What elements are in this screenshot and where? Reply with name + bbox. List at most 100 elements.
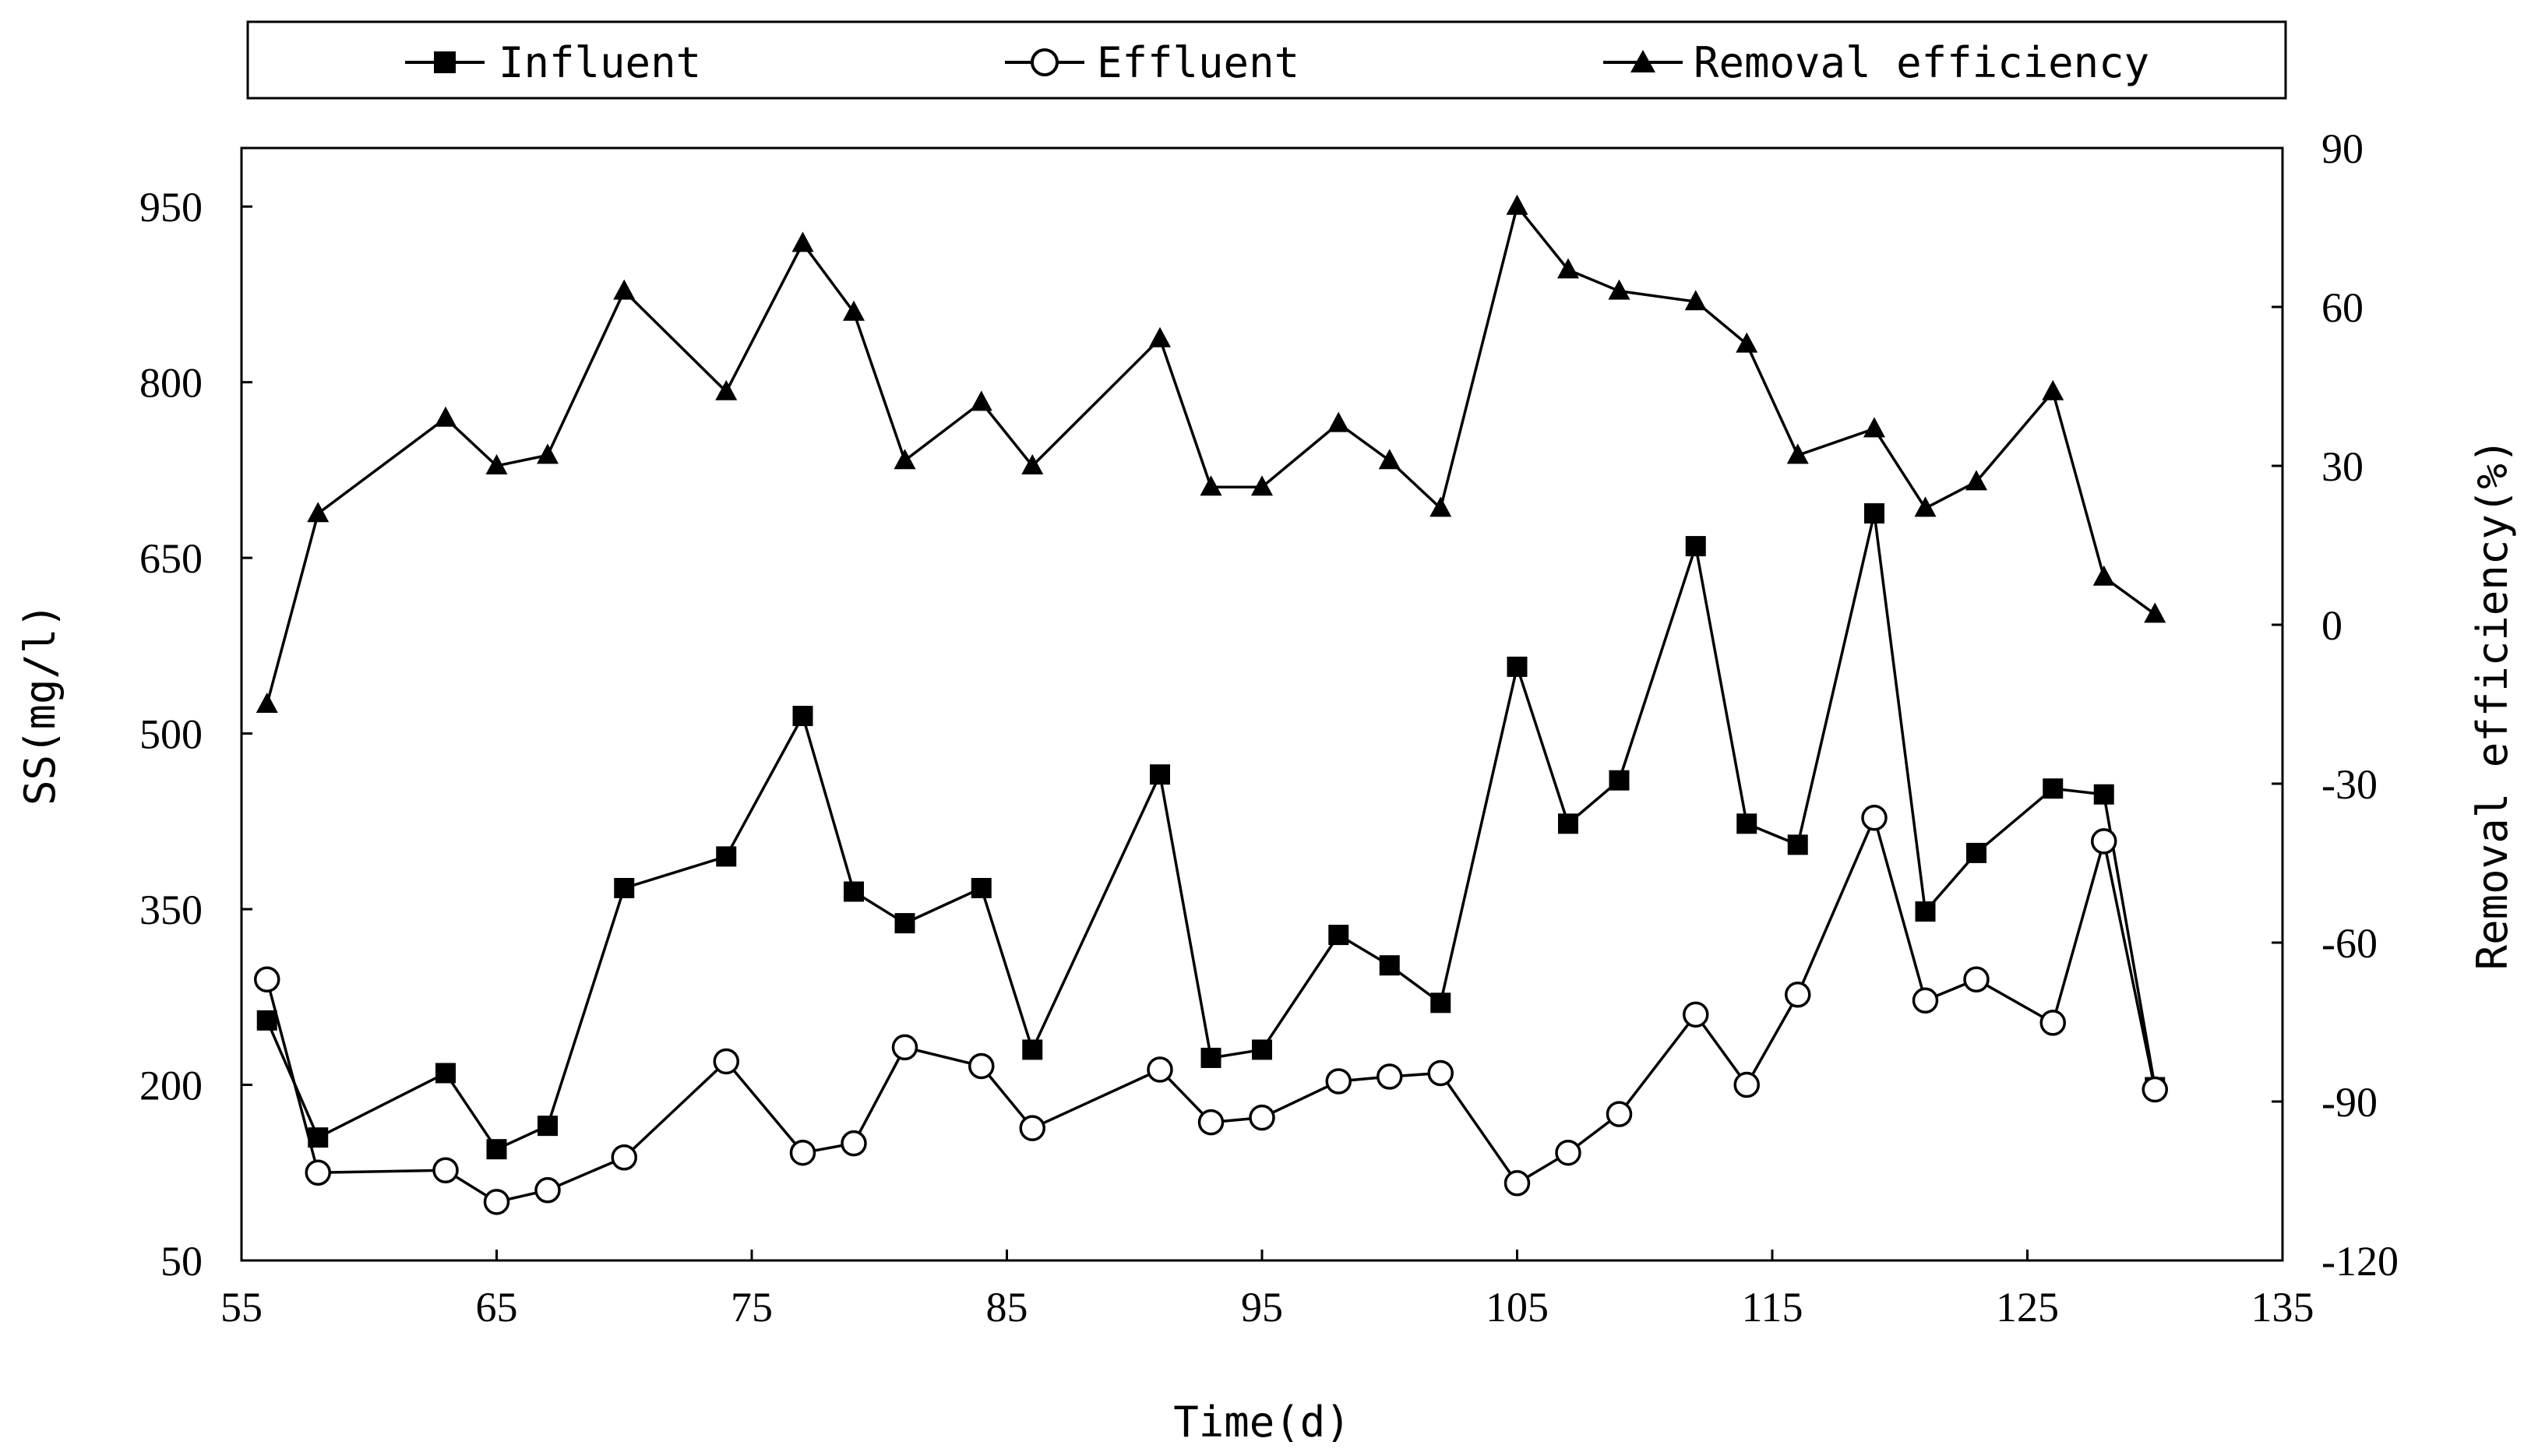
data-point-effluent xyxy=(1963,966,1990,992)
data-point-influent xyxy=(716,846,737,867)
x-tick-label: 95 xyxy=(1241,1284,1283,1331)
data-point-effluent xyxy=(1606,1101,1633,1127)
data-point-effluent xyxy=(968,1052,995,1080)
axes: 55 65 75 85 95 105 115 125 135 50 200 350 500 650 800 9… xyxy=(139,125,2399,1331)
data-point-effluent xyxy=(1377,1063,1403,1090)
data-point-influent xyxy=(1507,656,1528,677)
data-point-influent xyxy=(1609,770,1630,791)
y2-tick-label: 60 xyxy=(2321,284,2364,331)
data-point-removal-efficiency xyxy=(894,449,916,470)
y2-tick-label: -60 xyxy=(2321,920,2378,967)
data-point-effluent xyxy=(1147,1056,1173,1083)
data-point-removal-efficiency xyxy=(256,693,278,713)
data-point-removal-efficiency xyxy=(1149,326,1171,347)
data-point-influent xyxy=(1736,813,1757,834)
data-point-removal-efficiency xyxy=(1608,279,1630,300)
data-point-removal-efficiency xyxy=(1429,496,1452,517)
y2-tick-label: -90 xyxy=(2321,1079,2378,1126)
y-axis-title: SS(mg/l) xyxy=(16,603,65,806)
data-point-influent xyxy=(538,1116,558,1137)
data-point-removal-efficiency xyxy=(1021,454,1044,474)
series-layer xyxy=(254,194,2168,1215)
legend-label-influent: Influent xyxy=(499,38,701,87)
y2-tick-label: -30 xyxy=(2321,761,2378,808)
x-tick-label: 75 xyxy=(731,1284,773,1331)
legend: Influent Effluent Removal efficiency xyxy=(246,20,2287,100)
data-point-removal-efficiency xyxy=(843,300,865,321)
data-point-influent xyxy=(844,881,864,902)
x-tick-label: 115 xyxy=(1742,1284,1803,1331)
data-point-effluent xyxy=(1197,1109,1225,1136)
data-point-effluent xyxy=(891,1034,918,1061)
data-point-removal-efficiency xyxy=(537,443,559,464)
series-line-removal-efficiency xyxy=(266,203,2156,705)
data-point-removal-efficiency xyxy=(2042,379,2064,400)
legend-item-influent: Influent xyxy=(405,38,701,87)
data-point-removal-efficiency xyxy=(1736,332,1758,353)
data-point-effluent xyxy=(1912,987,1939,1014)
data-point-effluent xyxy=(1019,1115,1045,1141)
x-tick-label: 65 xyxy=(476,1284,518,1331)
data-point-effluent xyxy=(1683,1001,1709,1028)
data-point-effluent xyxy=(254,966,280,992)
y2-tick-label: -120 xyxy=(2321,1238,2399,1285)
data-point-effluent xyxy=(1325,1068,1352,1095)
data-point-influent xyxy=(1685,536,1706,557)
data-point-removal-efficiency xyxy=(1200,475,1222,496)
data-point-influent xyxy=(1864,502,1884,524)
data-point-removal-efficiency xyxy=(791,231,814,252)
y-tick-label: 350 xyxy=(139,887,203,933)
x-tick-label: 55 xyxy=(220,1284,263,1331)
data-point-influent xyxy=(1150,764,1170,785)
data-point-influent xyxy=(1915,901,1936,922)
data-point-removal-efficiency xyxy=(435,406,457,427)
data-point-effluent xyxy=(1785,982,1811,1008)
x-tick-label: 125 xyxy=(1996,1284,2059,1331)
data-point-removal-efficiency xyxy=(485,454,508,474)
y-tick-label: 650 xyxy=(139,535,203,582)
data-point-influent xyxy=(1379,955,1400,976)
data-point-influent xyxy=(1328,925,1349,946)
data-point-influent xyxy=(1022,1039,1043,1060)
data-point-removal-efficiency xyxy=(1378,449,1401,470)
data-point-removal-efficiency xyxy=(1863,417,1885,438)
data-point-effluent xyxy=(305,1159,331,1186)
data-point-effluent xyxy=(2091,828,2117,855)
y-tick-label: 950 xyxy=(139,184,203,231)
data-point-influent xyxy=(792,706,813,727)
data-point-effluent xyxy=(534,1177,561,1204)
legend-item-effluent: Effluent xyxy=(1005,38,1299,87)
y-tick-label: 800 xyxy=(139,360,203,407)
data-point-removal-efficiency xyxy=(2092,565,2115,586)
data-point-removal-efficiency xyxy=(1786,443,1809,464)
data-point-effluent xyxy=(2142,1076,2168,1103)
data-point-effluent xyxy=(432,1157,459,1184)
data-point-removal-efficiency xyxy=(1506,194,1528,215)
data-point-effluent xyxy=(1555,1139,1581,1166)
data-point-effluent xyxy=(789,1139,816,1166)
data-point-effluent xyxy=(841,1130,867,1157)
legend-items: Influent Effluent Removal efficiency xyxy=(405,38,2149,87)
data-point-effluent xyxy=(1249,1104,1275,1131)
y2-axis-title: Removal efficiency(%) xyxy=(2468,439,2517,971)
y-tick-label: 50 xyxy=(160,1238,203,1285)
data-point-removal-efficiency xyxy=(1557,258,1579,279)
data-point-influent xyxy=(1430,992,1451,1014)
data-point-influent xyxy=(1558,813,1578,834)
data-point-influent xyxy=(894,913,915,934)
y-tick-label: 200 xyxy=(139,1063,203,1109)
x-tick-label: 105 xyxy=(1486,1284,1549,1331)
legend-label-effluent: Effluent xyxy=(1097,38,1299,87)
series-line-effluent xyxy=(266,813,2156,1204)
data-point-influent xyxy=(2093,784,2114,805)
legend-frame xyxy=(246,20,2287,100)
series-line-influent xyxy=(266,513,2156,1151)
data-point-effluent xyxy=(483,1189,510,1215)
x-tick-label: 85 xyxy=(986,1284,1028,1331)
data-point-influent xyxy=(1787,834,1808,855)
data-point-removal-efficiency xyxy=(2144,602,2166,623)
data-point-influent xyxy=(971,877,992,898)
y-tick-label: 500 xyxy=(139,711,203,758)
data-point-effluent xyxy=(611,1144,637,1171)
